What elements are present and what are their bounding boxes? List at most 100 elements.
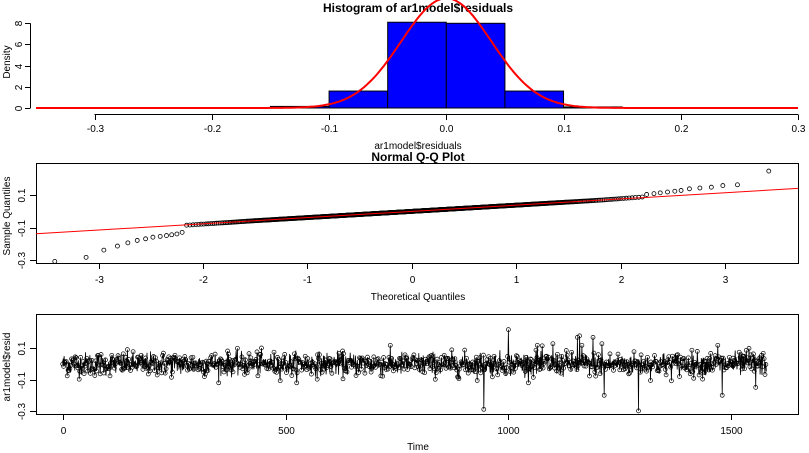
residual-point (253, 357, 259, 362)
residual-point (236, 361, 242, 367)
qq-reference-line (35, 187, 799, 235)
residual-point (497, 358, 502, 363)
qq-x-tick-label: 3 (723, 275, 729, 286)
residual-point (127, 362, 132, 367)
residual-point (301, 361, 306, 367)
residual-point (522, 369, 528, 374)
residual-point (589, 364, 595, 370)
residual-point (587, 373, 592, 379)
qq-tail-point (678, 188, 684, 193)
residual-point (702, 369, 707, 375)
histogram-y-tick-label: 4 (14, 63, 25, 69)
residual-point (325, 361, 331, 366)
residual-point (532, 361, 538, 366)
residual-point (524, 359, 530, 364)
residual-point (77, 368, 83, 374)
residual-point (760, 350, 766, 356)
residual-point (629, 363, 635, 368)
qq-tail-point (657, 190, 663, 196)
residual-point (107, 373, 113, 379)
residual-point (434, 356, 440, 362)
residual-point (491, 353, 497, 359)
residual-point (422, 370, 427, 376)
residual-point (558, 370, 564, 376)
residual-point (697, 362, 703, 367)
residual-point (340, 376, 346, 382)
residual-point (258, 352, 263, 357)
residual-point (611, 367, 616, 373)
residual-point (575, 363, 581, 369)
residual-point (577, 333, 582, 339)
residual-point (298, 360, 304, 366)
qq-tail-point (143, 236, 149, 242)
residual-point (314, 363, 320, 369)
qq-tail-point (101, 247, 107, 253)
residual-point (365, 354, 370, 360)
residual-point (130, 349, 136, 355)
residual-point (182, 354, 188, 359)
residual-point (202, 371, 208, 377)
residual-point (710, 364, 716, 370)
residual-point (302, 353, 308, 359)
residual-point (282, 352, 288, 357)
residual-point (667, 360, 673, 365)
residual-point (208, 355, 214, 361)
residual-point (745, 360, 751, 366)
residual-point (489, 374, 495, 380)
residual-point (557, 362, 563, 368)
qq-tail-point (52, 258, 58, 264)
residual-point (317, 352, 322, 357)
residual-point (70, 357, 75, 363)
residual-point (612, 363, 618, 368)
residual-point (493, 362, 499, 368)
residual-point (143, 355, 148, 361)
residual-point (481, 352, 486, 358)
residual-series (60, 327, 769, 414)
residual-point (676, 361, 681, 367)
residual-point (235, 345, 240, 351)
residual-point (73, 355, 79, 360)
qq-axes: -3 -2 -1 0 1 2 3 -0.3 -0.1 0.1 (17, 188, 729, 286)
residual-point (643, 360, 648, 365)
residual-point (672, 358, 678, 364)
residual-point (573, 358, 579, 364)
residual-point (113, 357, 119, 363)
residual-point (269, 359, 275, 365)
residual-point (461, 362, 467, 367)
residual-point (474, 378, 480, 383)
series-x-tick-label: 0 (61, 426, 67, 437)
qq-tail-point (697, 185, 703, 191)
residual-point (352, 363, 358, 369)
residual-point (615, 351, 621, 357)
residual-point (211, 361, 217, 366)
residual-point (159, 370, 165, 376)
residual-point (700, 376, 705, 382)
residual-point (106, 366, 112, 372)
residual-point (266, 366, 271, 372)
residual-point (690, 369, 696, 375)
residual-point (202, 374, 207, 379)
residual-point (456, 366, 462, 372)
residual-point (243, 357, 248, 363)
histogram-bars (269, 21, 623, 109)
residual-point (751, 368, 757, 374)
residual-point (186, 366, 192, 372)
residual-point (76, 363, 82, 369)
residual-point (241, 363, 247, 368)
residual-point (634, 365, 640, 371)
residual-point (162, 370, 168, 376)
histogram-y-tick-label: 0 (14, 105, 25, 111)
residual-point (238, 361, 244, 367)
residual-point (386, 355, 392, 360)
residual-point (505, 354, 510, 359)
residual-point (590, 335, 596, 340)
residual-point (305, 356, 311, 361)
residual-point (336, 350, 342, 356)
qq-tail-point (672, 188, 678, 194)
series-y-tick-label: 0.1 (17, 341, 28, 355)
residual-point (189, 363, 195, 368)
residual-point (481, 367, 487, 373)
residual-point (381, 355, 386, 360)
residual-point (619, 359, 624, 364)
qq-y-tick-label: -0.3 (17, 251, 28, 269)
